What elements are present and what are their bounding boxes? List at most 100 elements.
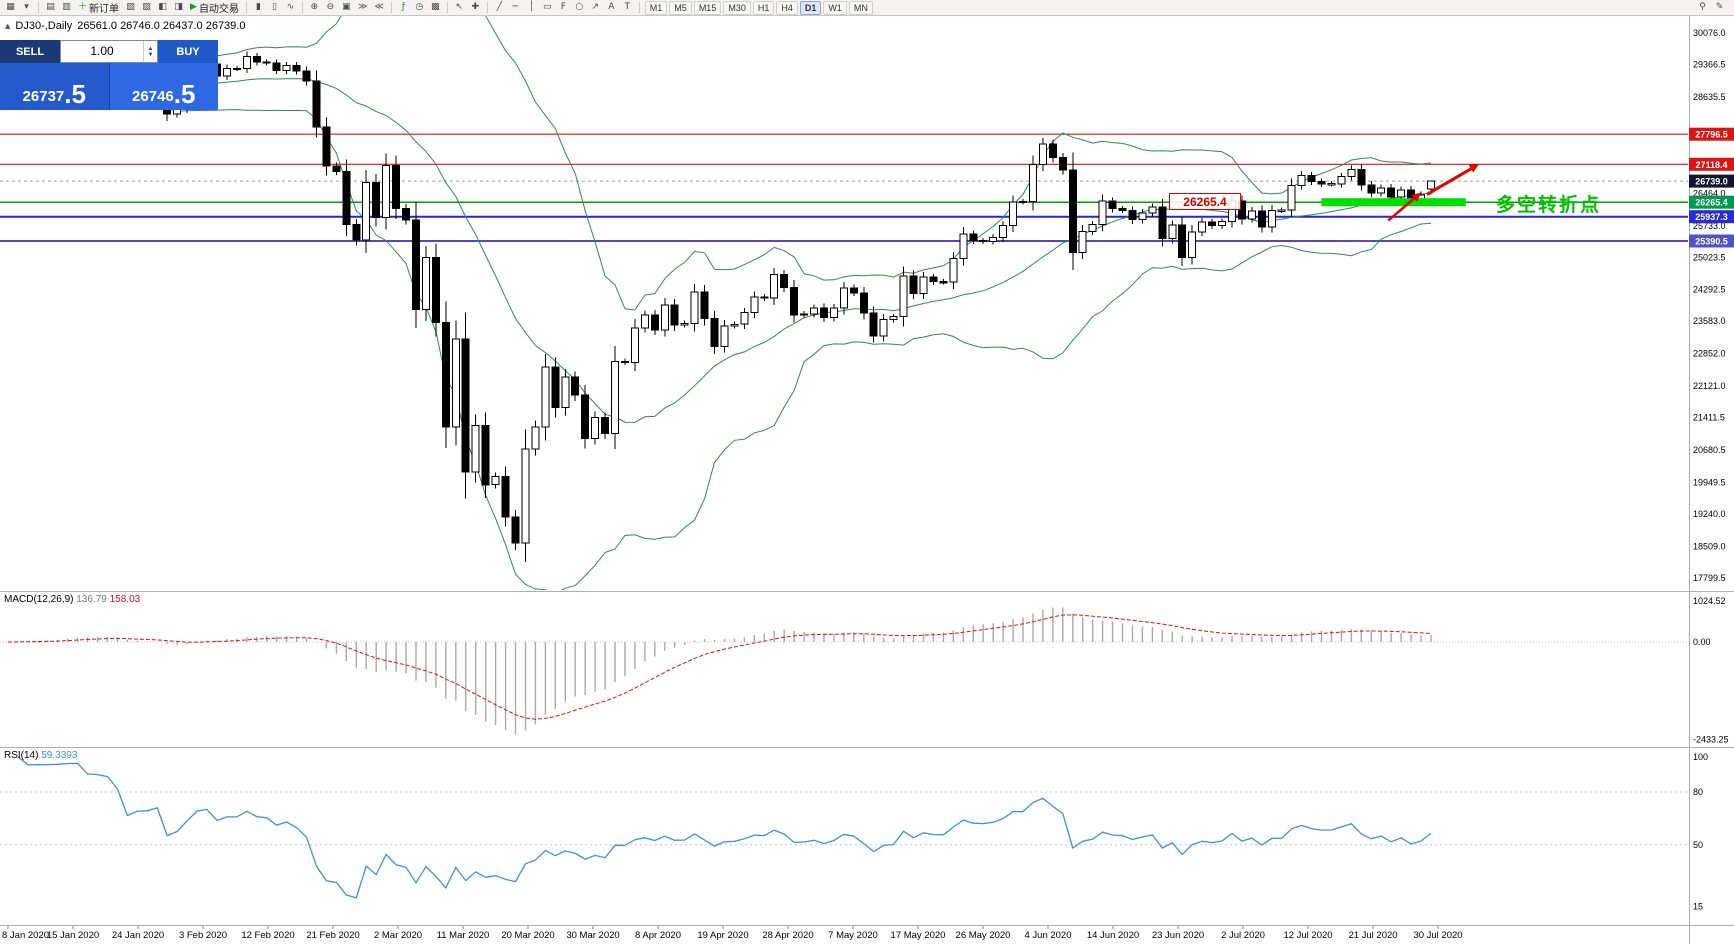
vertical-line-icon[interactable]: │: [524, 1, 539, 15]
turning-point-note[interactable]: 多空转折点: [1496, 194, 1602, 216]
text-label-icon[interactable]: T: [620, 1, 635, 15]
data-window-icon[interactable]: ▥: [59, 1, 74, 15]
auto-scroll-icon[interactable]: ≫: [355, 1, 370, 15]
trendline-icon[interactable]: ╱: [492, 1, 507, 15]
support-zone-bar[interactable]: [1321, 198, 1466, 207]
buy-price-pip: .5: [173, 78, 196, 109]
sell-button[interactable]: SELL: [0, 40, 60, 63]
timeframe-h4[interactable]: H4: [776, 0, 798, 15]
svg-text:2 Mar 2020: 2 Mar 2020: [374, 930, 422, 941]
svg-text:12 Jul 2020: 12 Jul 2020: [1283, 930, 1332, 941]
bar-chart-type-icon[interactable]: ▮: [251, 1, 266, 15]
search-icon: ⚲: [1699, 2, 1706, 12]
quick-edit-icon: ✎: [1715, 2, 1724, 12]
templates-icon[interactable]: ▩: [428, 1, 443, 15]
crosshair-icon[interactable]: ✚: [468, 1, 483, 15]
zoom-out-icon[interactable]: ⊖: [323, 1, 338, 15]
chart-shift-icon: ≪: [374, 2, 384, 12]
equidistant-channel-icon[interactable]: ▭: [540, 1, 555, 15]
svg-text:3 Feb 2020: 3 Feb 2020: [179, 930, 227, 941]
candles: [4, 51, 1435, 563]
red-up-arrow[interactable]: [1387, 197, 1416, 222]
timeframe-m5[interactable]: M5: [669, 0, 692, 15]
volume-field[interactable]: 1.00 ▲ ▼: [60, 40, 158, 63]
shapes-icon[interactable]: ○: [572, 1, 587, 15]
svg-text:24 Jan 2020: 24 Jan 2020: [112, 930, 164, 941]
buy-button[interactable]: BUY: [158, 40, 218, 63]
timeframe-w1[interactable]: W1: [823, 0, 847, 15]
macd-axis[interactable]: 1024.52 0.00 -2433.25: [1693, 596, 1729, 744]
search-icon[interactable]: ⚲: [1695, 1, 1710, 15]
svg-text:21 Feb 2020: 21 Feb 2020: [306, 930, 359, 941]
autotrading-button: ▶: [190, 2, 197, 12]
cursor-icon: ↖: [455, 2, 464, 12]
svg-text:23583.0: 23583.0: [1693, 316, 1726, 326]
volume-down-icon[interactable]: ▼: [147, 51, 154, 58]
candlestick-chart-type-icon[interactable]: ▯: [267, 1, 282, 15]
new-order-button[interactable]: ＋新订单: [75, 1, 122, 16]
buy-price-main: 26746: [132, 87, 174, 105]
horizontal-level-lines[interactable]: [0, 133, 1688, 242]
navigator-icon[interactable]: ▨: [139, 1, 154, 15]
volume-stepper[interactable]: ▲ ▼: [143, 41, 157, 62]
equidistant-channel-icon: ▭: [543, 2, 552, 12]
pane-separators[interactable]: [0, 16, 1734, 944]
terminal-icon: ◧: [158, 2, 167, 12]
text-icon[interactable]: A: [604, 1, 619, 15]
svg-text:26739.0: 26739.0: [1695, 177, 1728, 187]
price-annotation-box[interactable]: 26265.4: [1169, 193, 1241, 210]
horizontal-line-icon[interactable]: ─: [508, 1, 523, 15]
line-chart-type-icon[interactable]: ∿: [283, 1, 298, 15]
svg-text:25937.3: 25937.3: [1695, 212, 1728, 222]
sell-price-display[interactable]: 26737 .5: [0, 63, 109, 110]
chart-shift-icon[interactable]: ≪: [371, 1, 386, 15]
price-axis[interactable]: 30076.0 29366.5 28635.5 26464.0 25733.0 25023…: [1689, 28, 1734, 583]
toolbar-separator: [301, 2, 303, 13]
market-watch-icon[interactable]: ▤: [43, 1, 58, 15]
one-click-panel-toggle-icon[interactable]: ▲: [5, 22, 11, 30]
timeframe-m15[interactable]: M15: [693, 0, 722, 15]
volume-value[interactable]: 1.00: [90, 44, 114, 58]
timeframe-mn[interactable]: MN: [848, 0, 873, 15]
svg-text:15 Jan 2020: 15 Jan 2020: [47, 930, 99, 941]
timeframe-d1[interactable]: D1: [799, 0, 822, 15]
cursor-icon[interactable]: ↖: [452, 1, 467, 15]
svg-text:18509.0: 18509.0: [1693, 542, 1726, 552]
buy-price-display[interactable]: 26746 .5: [108, 63, 218, 110]
indicators-add-icon[interactable]: ƒ: [396, 1, 411, 15]
rsi-indicator-label: RSI(14) 59.3393: [4, 750, 77, 761]
zoom-in-icon[interactable]: ⊕: [307, 1, 322, 15]
rsi-axis[interactable]: 100 80 50 15: [1693, 752, 1708, 912]
volume-up-icon[interactable]: ▲: [147, 45, 154, 52]
window-menu-dropdown-icon[interactable]: ▾: [19, 1, 34, 15]
toolbar-separator: [486, 2, 488, 13]
chart-profiles-icon: ▧: [126, 2, 135, 12]
autotrading-button[interactable]: ▶ 自动交易: [187, 1, 242, 16]
toolbar-separator: [38, 2, 39, 13]
timeframe-m30[interactable]: M30: [723, 0, 751, 15]
red-up-arrow-head: [1468, 164, 1479, 173]
quick-edit-icon[interactable]: ✎: [1712, 1, 1727, 15]
strategy-tester-icon[interactable]: ◨: [171, 1, 186, 15]
macd-value-signal: 158.03: [109, 594, 141, 605]
chart-window-icon[interactable]: ▦: [3, 1, 18, 15]
timeframe-h1[interactable]: H1: [752, 0, 775, 15]
arrows-tool-icon[interactable]: ↗: [588, 1, 603, 15]
tile-windows-icon: ▣: [342, 2, 351, 12]
terminal-icon[interactable]: ◧: [155, 1, 170, 15]
chart-profiles-icon[interactable]: ▧: [123, 1, 138, 15]
chart-ohlc-values: 26561.0 26746.0 26437.0 26739.0: [77, 20, 246, 32]
periods-icon[interactable]: ◷: [412, 1, 427, 15]
fibonacci-icon[interactable]: F: [556, 1, 571, 15]
timeframe-m1[interactable]: M1: [644, 0, 668, 15]
svg-text:19 Apr 2020: 19 Apr 2020: [697, 930, 748, 941]
rsi-pane: [0, 756, 1688, 899]
drawn-objects[interactable]: [1321, 164, 1479, 222]
red-up-arrow[interactable]: [1426, 167, 1472, 196]
tile-windows-icon[interactable]: ▣: [339, 1, 354, 15]
svg-text:50: 50: [1693, 840, 1703, 850]
sell-price-main: 26737: [22, 87, 65, 105]
